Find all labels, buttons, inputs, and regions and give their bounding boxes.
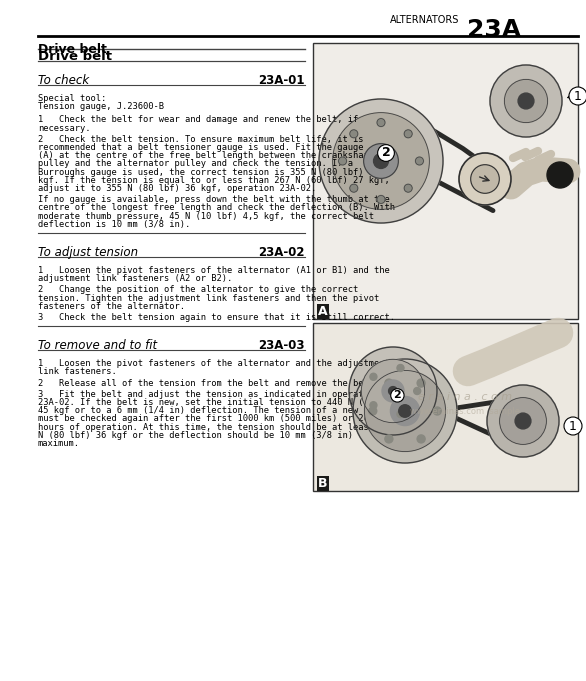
- Text: 3   Fit the belt and adjust the tension as indicated in operation: 3 Fit the belt and adjust the tension as…: [38, 390, 379, 399]
- Circle shape: [415, 157, 424, 165]
- Circle shape: [370, 373, 377, 380]
- Text: 2: 2: [394, 390, 401, 400]
- Circle shape: [417, 379, 425, 387]
- Circle shape: [364, 144, 398, 178]
- Circle shape: [370, 402, 377, 409]
- Text: adjustment link fasteners (A2 or B2).: adjustment link fasteners (A2 or B2).: [38, 274, 232, 283]
- Circle shape: [398, 405, 411, 417]
- Text: (A) at the centre of the free belt length between the crankshaft: (A) at the centre of the free belt lengt…: [38, 151, 374, 160]
- Circle shape: [364, 370, 445, 452]
- Text: 23A: 23A: [467, 18, 521, 42]
- Circle shape: [490, 65, 562, 137]
- Text: ALTERNATORS: ALTERNATORS: [390, 15, 459, 25]
- Text: 1: 1: [569, 419, 577, 432]
- Circle shape: [385, 435, 393, 443]
- Circle shape: [433, 407, 441, 415]
- Circle shape: [500, 398, 546, 445]
- Circle shape: [547, 162, 573, 188]
- Text: 2   Change the position of the alternator to give the correct: 2 Change the position of the alternator …: [38, 285, 358, 294]
- Text: 23A-02: 23A-02: [258, 246, 305, 259]
- Text: tension. Tighten the adjustment link fasteners and then the pivot: tension. Tighten the adjustment link fas…: [38, 294, 379, 302]
- Text: Tension gauge, J.23600-B: Tension gauge, J.23600-B: [38, 102, 164, 111]
- Text: moderate thumb pressure, 45 N (10 lbf) 4,5 kgf, the correct belt: moderate thumb pressure, 45 N (10 lbf) 4…: [38, 212, 374, 221]
- Text: link fasteners.: link fasteners.: [38, 368, 117, 377]
- Text: 2   Release all of the tension from the belt and remove the belt.: 2 Release all of the tension from the be…: [38, 379, 379, 387]
- Text: To remove and to fit: To remove and to fit: [38, 339, 157, 352]
- Circle shape: [515, 413, 531, 429]
- Text: B: B: [318, 477, 328, 490]
- Text: centre of the longest free length and check the deflection (B). With: centre of the longest free length and ch…: [38, 204, 395, 212]
- Text: A: A: [318, 305, 328, 318]
- Circle shape: [389, 387, 397, 396]
- Text: Drive belt: Drive belt: [38, 50, 112, 63]
- Text: 1   Check the belt for wear and damage and renew the belt, if: 1 Check the belt for wear and damage and…: [38, 115, 358, 125]
- Text: If no gauge is available, press down the belt with the thumb at the: If no gauge is available, press down the…: [38, 195, 390, 204]
- Text: Special tool:: Special tool:: [38, 94, 106, 103]
- Text: 23A-02. If the belt is new, set the initial tension to 440 N (100 lbf): 23A-02. If the belt is new, set the init…: [38, 398, 406, 407]
- Bar: [313, 323, 578, 491]
- Circle shape: [505, 80, 547, 123]
- Text: To check: To check: [38, 74, 89, 87]
- Text: pulley and the alternator pulley and check the tension. If a: pulley and the alternator pulley and che…: [38, 159, 353, 168]
- Circle shape: [333, 112, 430, 209]
- Circle shape: [417, 435, 425, 443]
- Circle shape: [362, 360, 425, 423]
- Text: necessary.: necessary.: [38, 123, 90, 133]
- Circle shape: [487, 385, 559, 457]
- Text: N (80 lbf) 36 kgf or the deflection should be 10 mm (3/8 in): N (80 lbf) 36 kgf or the deflection shou…: [38, 431, 353, 440]
- Circle shape: [518, 93, 534, 109]
- Text: To adjust tension: To adjust tension: [38, 246, 138, 259]
- Circle shape: [397, 364, 404, 371]
- Circle shape: [339, 157, 346, 165]
- Text: 2   Check the belt tension. To ensure maximum belt life, it is: 2 Check the belt tension. To ensure maxi…: [38, 135, 363, 144]
- Circle shape: [373, 153, 389, 168]
- Circle shape: [377, 118, 385, 127]
- Circle shape: [369, 407, 377, 415]
- Text: 23A-01: 23A-01: [258, 74, 305, 87]
- Text: 1   Loosen the pivot fasteners of the alternator and the adjustment: 1 Loosen the pivot fasteners of the alte…: [38, 359, 390, 368]
- Circle shape: [404, 130, 412, 138]
- Bar: [313, 43, 578, 319]
- Text: 23A-03: 23A-03: [258, 339, 305, 352]
- Text: 45 kgf or to a 6 mm (1/4 in) deflection. The tension of a new belt: 45 kgf or to a 6 mm (1/4 in) deflection.…: [38, 406, 384, 415]
- Text: Burroughs gauge is used, the correct tension is 355 N (80 lbf) 36: Burroughs gauge is used, the correct ten…: [38, 168, 379, 176]
- Circle shape: [350, 130, 358, 138]
- Circle shape: [390, 396, 420, 426]
- Text: fasteners of the alternator.: fasteners of the alternator.: [38, 302, 185, 311]
- Circle shape: [382, 380, 404, 402]
- Text: Drive belt: Drive belt: [38, 43, 107, 56]
- Circle shape: [319, 99, 443, 223]
- Circle shape: [459, 153, 511, 205]
- Circle shape: [404, 184, 412, 192]
- Circle shape: [377, 195, 385, 204]
- Circle shape: [349, 347, 437, 435]
- Text: hours of operation. At this time, the tension should be at least 355: hours of operation. At this time, the te…: [38, 423, 395, 432]
- Circle shape: [414, 387, 421, 394]
- Circle shape: [385, 379, 393, 387]
- Text: deflection is 10 mm (3/8 in).: deflection is 10 mm (3/8 in).: [38, 220, 190, 229]
- Text: 1: 1: [574, 89, 582, 103]
- Text: 2: 2: [381, 146, 390, 159]
- Text: 1   Loosen the pivot fasteners of the alternator (A1 or B1) and the: 1 Loosen the pivot fasteners of the alte…: [38, 266, 390, 275]
- Text: maximum.: maximum.: [38, 439, 80, 448]
- Text: recommended that a belt tensioner gauge is used. Fit the gauge: recommended that a belt tensioner gauge …: [38, 143, 363, 152]
- Circle shape: [350, 184, 358, 192]
- Text: adjust it to 355 N (80 lbf) 36 kgf, operation 23A-02.: adjust it to 355 N (80 lbf) 36 kgf, oper…: [38, 184, 316, 193]
- Text: e r a i n a . c o m: e r a i n a . c o m: [418, 392, 513, 402]
- Circle shape: [353, 359, 457, 463]
- Text: 3   Check the belt tension again to ensure that it is still correct.: 3 Check the belt tension again to ensure…: [38, 313, 395, 322]
- Circle shape: [397, 411, 404, 417]
- Text: www.erainas.com  sample: www.erainas.com sample: [411, 407, 520, 415]
- Circle shape: [471, 165, 499, 193]
- Text: kgf. If the tension is equal to or less than 267 N (60 lbf) 27 kgf,: kgf. If the tension is equal to or less …: [38, 176, 390, 185]
- Text: must be checked again after the first 1000 km (500 miles) or 20: must be checked again after the first 10…: [38, 415, 369, 424]
